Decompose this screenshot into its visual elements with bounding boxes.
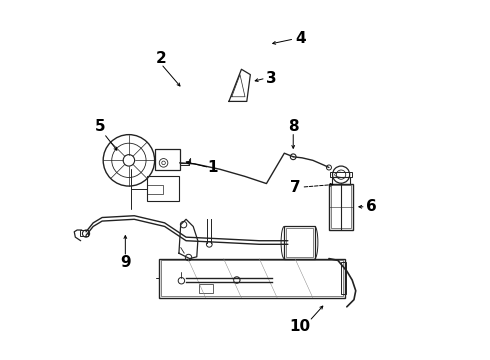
Text: 3: 3 xyxy=(267,71,277,86)
Bar xyxy=(159,258,345,298)
Bar xyxy=(331,185,351,228)
Text: 5: 5 xyxy=(95,119,106,134)
Text: 4: 4 xyxy=(295,31,306,46)
Text: 9: 9 xyxy=(120,255,131,270)
Text: 7: 7 xyxy=(290,180,300,195)
Bar xyxy=(155,149,180,170)
Text: 8: 8 xyxy=(288,119,298,134)
Bar xyxy=(330,172,352,177)
Text: 6: 6 xyxy=(367,199,377,214)
Text: 1: 1 xyxy=(208,160,218,175)
Bar xyxy=(286,228,313,257)
Bar xyxy=(161,260,343,296)
Bar xyxy=(332,177,350,184)
Bar xyxy=(284,226,315,258)
Bar xyxy=(80,230,88,236)
Text: 10: 10 xyxy=(290,319,311,334)
Bar xyxy=(147,185,163,194)
Text: 2: 2 xyxy=(156,51,167,66)
Bar xyxy=(147,176,179,202)
Bar xyxy=(198,284,213,293)
Bar xyxy=(342,262,346,294)
Bar xyxy=(329,184,353,230)
